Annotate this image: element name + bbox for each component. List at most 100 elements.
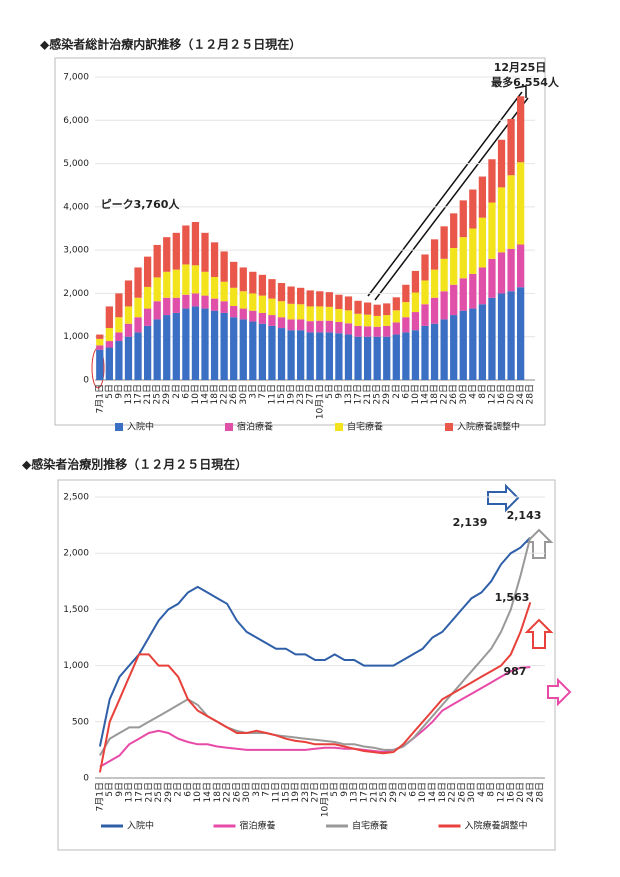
bar-segment	[383, 315, 391, 326]
bar-segment	[172, 269, 180, 298]
bar-segment	[96, 338, 104, 346]
bar-segment	[517, 287, 525, 380]
bar-segment	[402, 332, 410, 380]
x-tick-label: 22日	[219, 384, 230, 404]
x-tick-label: 7月1日	[94, 782, 105, 811]
x-tick-label: 29日	[163, 782, 174, 802]
chart-frame	[57, 479, 556, 851]
bar-segment	[316, 306, 324, 321]
x-tick-label: 18日	[212, 782, 223, 802]
x-tick-label: 22日	[439, 384, 450, 404]
bar-segment	[182, 294, 190, 309]
x-tick-label: 21日	[143, 782, 154, 802]
bar-segment	[421, 325, 429, 380]
bar-segment	[440, 226, 448, 259]
bar-segment	[230, 287, 238, 306]
y-tick-label: 4,000	[63, 202, 89, 212]
bar-segment	[450, 315, 458, 380]
bar-segment	[306, 306, 314, 322]
bar-segment	[392, 297, 400, 311]
x-tick-label: 9日	[113, 384, 124, 399]
y-tick-label: 2,000	[63, 549, 89, 559]
bar-segment	[383, 303, 391, 316]
x-tick-label: 17日	[133, 384, 144, 404]
x-tick-label: 24日	[515, 384, 526, 404]
x-tick-label: 5日	[324, 384, 335, 399]
x-tick-label: 4日	[467, 384, 478, 399]
x-tick-label: 14日	[420, 384, 431, 404]
y-tick-label: 1,000	[63, 661, 89, 671]
bar-segment	[96, 345, 104, 350]
bar-segment	[373, 315, 381, 327]
y-tick-label: 1,000	[63, 332, 89, 342]
series-line	[98, 601, 532, 773]
bar-segment	[488, 202, 496, 259]
bar-segment	[134, 297, 142, 318]
legend-label: 宿泊療養	[237, 421, 273, 433]
y-tick-label: 5,000	[63, 159, 89, 169]
series-line	[99, 666, 531, 768]
bar-segment	[430, 323, 439, 380]
x-tick-label: 30日	[241, 782, 252, 802]
x-tick-label: 7日	[257, 384, 268, 399]
x-tick-label: 5日	[104, 782, 115, 797]
x-tick-label: 10日	[410, 384, 421, 404]
y-tick-label: 500	[72, 717, 89, 727]
x-tick-label: 13日	[124, 782, 135, 802]
bar-segment	[392, 334, 400, 380]
bar-segment	[134, 332, 142, 380]
bar-segment	[287, 330, 295, 380]
bar-segment	[105, 347, 113, 380]
bar-segment	[182, 264, 190, 295]
bar-segment	[230, 317, 238, 380]
bar-segment	[335, 321, 343, 334]
x-tick-label: 15日	[276, 384, 287, 404]
x-tick-label: 20日	[515, 782, 526, 802]
bar-segment	[440, 319, 448, 380]
bar-segment	[249, 293, 257, 311]
bar-segment	[153, 244, 161, 278]
bar-segment	[402, 317, 410, 333]
bar-segment	[411, 330, 420, 380]
legend-label: 自宅療養	[352, 820, 388, 832]
bar-segment	[363, 302, 372, 315]
x-tick-label: 28日	[525, 384, 536, 404]
x-tick-label: 10月1日	[314, 384, 325, 419]
bar-segment	[287, 286, 295, 304]
bar-segment	[335, 309, 343, 322]
x-tick-label: 21日	[368, 782, 379, 802]
bar-segment	[497, 187, 506, 253]
bar-segment	[210, 242, 219, 277]
bar-segment	[191, 222, 200, 266]
bar-segment	[478, 176, 487, 218]
x-tick-label: 25日	[372, 384, 383, 404]
bar-segment	[325, 332, 333, 380]
bar-segment	[450, 247, 458, 285]
bar-segment	[497, 293, 506, 380]
bar-segment	[258, 274, 267, 296]
x-tick-label: 21日	[142, 384, 153, 404]
bar-segment	[239, 267, 247, 292]
bar-segment	[517, 96, 525, 163]
arrow	[367, 85, 529, 301]
x-tick-label: 25日	[378, 782, 389, 802]
bar-segment	[488, 258, 496, 298]
x-tick-label: 25日	[153, 782, 164, 802]
bar-segment	[421, 280, 429, 305]
bar-segment	[287, 319, 295, 331]
bar-segment	[507, 291, 515, 380]
bar-segment	[478, 217, 487, 268]
bar-segment	[363, 314, 372, 327]
bar-segment	[421, 304, 429, 326]
x-tick-label: 2日	[391, 384, 402, 399]
bar-segment	[239, 291, 247, 309]
bar-segment	[306, 290, 314, 307]
arrow	[547, 677, 572, 707]
bar-segment	[411, 270, 420, 293]
x-tick-label: 29日	[161, 384, 172, 404]
bar-segment	[430, 239, 439, 270]
bar-segment	[297, 287, 305, 305]
legend-swatch	[225, 423, 233, 431]
